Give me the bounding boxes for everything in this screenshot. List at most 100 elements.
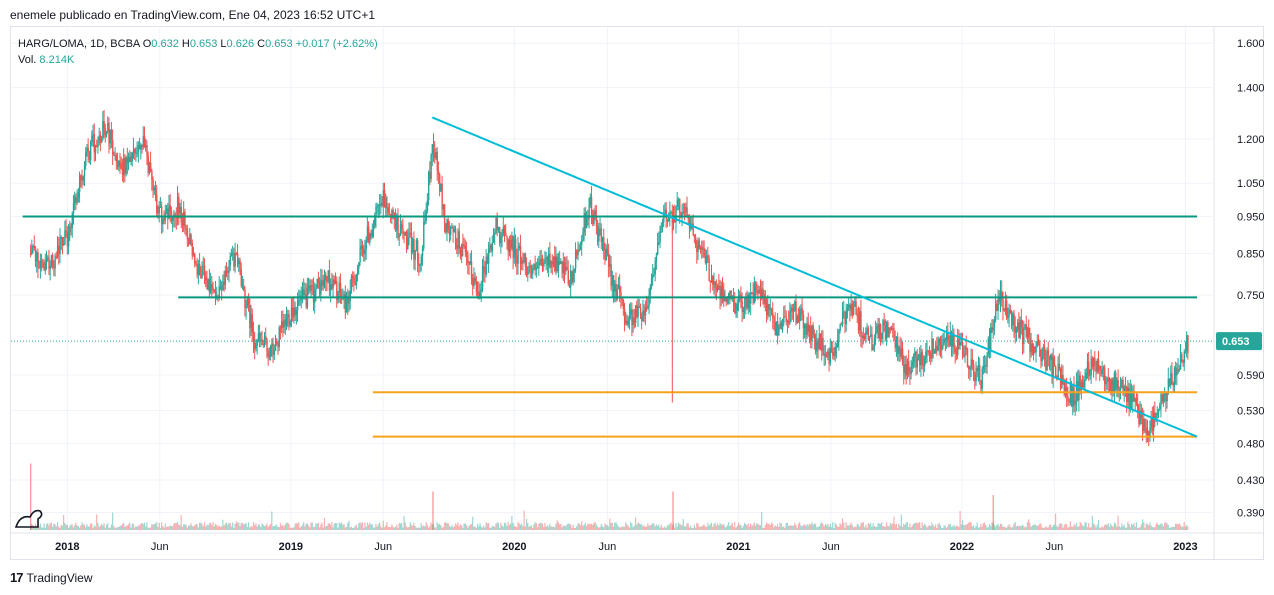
volume-bar	[712, 526, 714, 530]
volume-bar	[726, 525, 729, 530]
candle-body	[661, 221, 664, 227]
volume-bar	[839, 523, 841, 530]
candle-body	[334, 280, 337, 284]
candle-body	[490, 245, 492, 252]
candle-body	[93, 134, 96, 153]
candle-body	[1101, 369, 1103, 375]
volume-bar	[1062, 527, 1064, 530]
candle-body	[1159, 405, 1161, 410]
volume-bar	[565, 525, 567, 530]
symbol-label[interactable]: HARG/LOMA, 1D, BCBA	[18, 38, 140, 50]
candle-body	[353, 278, 355, 283]
candle-body	[517, 247, 519, 264]
candle-body	[578, 249, 581, 251]
candle-body	[735, 309, 737, 314]
candle-body	[1023, 328, 1025, 345]
volume-bar	[866, 527, 868, 530]
volume-bar	[729, 526, 731, 530]
candle-body	[862, 335, 865, 338]
volume-bar	[142, 524, 144, 530]
candle-body	[590, 196, 593, 215]
candle-body	[770, 308, 773, 313]
volume-bar	[1045, 526, 1047, 530]
candle-body	[1094, 357, 1096, 362]
volume-bar	[928, 525, 931, 530]
candle-body	[865, 331, 867, 339]
volume-bar	[1030, 526, 1032, 530]
volume-bar	[229, 523, 231, 530]
candle-body	[704, 256, 707, 263]
volume-bar	[1104, 525, 1106, 530]
volume-bar	[299, 527, 301, 530]
candle-body	[65, 230, 67, 233]
candle-body	[161, 206, 163, 224]
candle-body	[538, 261, 540, 268]
candle-body	[266, 338, 268, 352]
candle-body	[754, 283, 757, 291]
candle-body	[74, 196, 76, 204]
candle-body	[767, 304, 769, 316]
volume-bar	[1083, 526, 1085, 530]
volume-bar	[581, 521, 583, 530]
candle-body	[126, 157, 129, 164]
candle-body	[210, 284, 212, 293]
time-tick-label: Jun	[1046, 541, 1064, 553]
volume-bar	[391, 524, 393, 530]
candle-body	[196, 264, 198, 275]
candle-body	[60, 237, 62, 240]
volume-bar	[1167, 524, 1169, 530]
volume-bar	[518, 523, 520, 530]
volume-bar	[1115, 523, 1117, 530]
volume-bar	[405, 526, 408, 530]
volume-bar	[185, 525, 187, 530]
candle-body	[1006, 300, 1008, 318]
candle-body	[1172, 383, 1174, 386]
candle-body	[135, 152, 137, 154]
candle-body	[1183, 351, 1186, 363]
volume-bar	[279, 523, 282, 530]
candle-body	[330, 284, 332, 291]
volume-bar	[208, 523, 210, 530]
candle-body	[806, 323, 808, 335]
volume-bar	[39, 523, 41, 530]
volume-bar	[911, 525, 913, 530]
volume-bar	[74, 525, 76, 530]
candle-body	[256, 339, 258, 347]
volume-bar	[1073, 524, 1075, 530]
volume-bar	[119, 525, 121, 530]
volume-bar	[290, 527, 293, 530]
volume-bar	[277, 526, 279, 530]
candle-body	[1070, 384, 1073, 407]
volume-bar	[670, 522, 672, 530]
volume-bar	[1069, 521, 1071, 530]
volume-bar	[1068, 527, 1070, 530]
candle-body	[964, 346, 966, 357]
volume-bar	[414, 525, 416, 530]
volume-bar	[88, 526, 90, 530]
volume-bar	[982, 523, 984, 530]
volume-bar	[996, 524, 998, 530]
footer: 17 TradingView	[10, 570, 93, 585]
volume-bar	[922, 525, 924, 530]
volume-bar	[844, 527, 846, 530]
candle-body	[866, 327, 868, 332]
candle-body	[766, 299, 768, 316]
volume-bar	[1121, 523, 1123, 530]
volume-bar	[233, 527, 235, 530]
candle-body	[49, 266, 51, 270]
volume-bar	[472, 516, 474, 530]
volume-bar	[594, 522, 596, 530]
candle-body	[572, 271, 574, 282]
candle-body	[225, 270, 228, 272]
volume-bar	[681, 525, 683, 530]
candle-body	[283, 319, 285, 328]
candle-body	[1187, 335, 1189, 353]
volume-bar	[489, 527, 491, 530]
candle-body	[878, 323, 881, 339]
volume-bar	[1137, 527, 1139, 530]
volume-bar	[1031, 525, 1033, 530]
volume-bar	[583, 524, 585, 530]
volume-bar	[131, 523, 133, 530]
volume-bar	[657, 526, 659, 530]
